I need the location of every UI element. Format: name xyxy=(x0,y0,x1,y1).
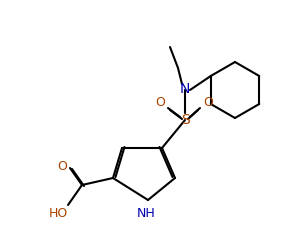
Text: HO: HO xyxy=(49,207,68,219)
Text: S: S xyxy=(181,113,189,127)
Text: O: O xyxy=(57,159,67,173)
Text: NH: NH xyxy=(137,207,155,219)
Text: O: O xyxy=(155,95,165,109)
Text: N: N xyxy=(180,82,190,96)
Text: O: O xyxy=(203,95,213,109)
